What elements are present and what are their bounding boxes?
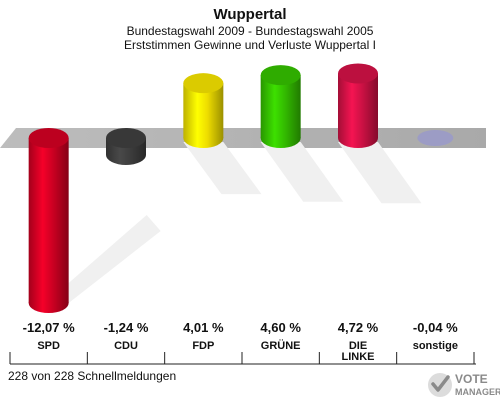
category-label-2: FDP <box>192 340 214 352</box>
value-labels: -12,07 % -1,24 % 4,01 % 4,60 % 4,72 % -0,04 % <box>23 320 459 335</box>
logo-text-vote: VOTE <box>455 372 488 386</box>
value-label-5: -0,04 % <box>413 320 458 335</box>
logo-text-manager: MANAGER <box>455 387 500 397</box>
value-label-0: -12,07 % <box>23 320 75 335</box>
value-label-3: 4,60 % <box>260 320 301 335</box>
bar-shadow-2 <box>183 142 262 195</box>
value-label-2: 4,01 % <box>183 320 224 335</box>
category-label-4: DIE LINKE <box>342 340 375 363</box>
bar-shadow-0 <box>68 215 161 303</box>
category-label-0: SPD <box>37 340 60 352</box>
category-label-3: GRÜNE <box>261 339 301 352</box>
value-label-4: 4,72 % <box>338 320 379 335</box>
check-icon <box>428 373 452 397</box>
votemanager-logo: VOTE MANAGER <box>428 372 500 397</box>
value-label-1: -1,24 % <box>104 320 149 335</box>
bars <box>28 63 454 313</box>
category-labels: SPD CDU FDP GRÜNE DIE LINKE sonstige <box>37 339 458 363</box>
x-axis <box>9 352 476 365</box>
chart-subtitle-2: Erststimmen Gewinne und Verluste Wuppert… <box>124 38 376 52</box>
bar-shadow-3 <box>260 142 344 202</box>
bar-5 <box>417 130 454 146</box>
bar-0 <box>28 128 69 313</box>
bar-2 <box>183 73 224 148</box>
chart-subtitle-1: Bundestagswahl 2009 - Bundestagswahl 200… <box>127 24 374 38</box>
category-label-1: CDU <box>114 340 138 352</box>
zero-plane <box>0 128 486 148</box>
chart-title: Wuppertal <box>213 6 286 23</box>
bar-shadow-4 <box>338 142 422 204</box>
bar-4 <box>338 63 378 148</box>
bar-1 <box>106 128 146 165</box>
category-label-5: sonstige <box>413 340 458 352</box>
bar-shadows <box>68 142 422 303</box>
footer-text: 228 von 228 Schnellmeldungen <box>8 369 176 383</box>
bar-3 <box>260 65 301 148</box>
